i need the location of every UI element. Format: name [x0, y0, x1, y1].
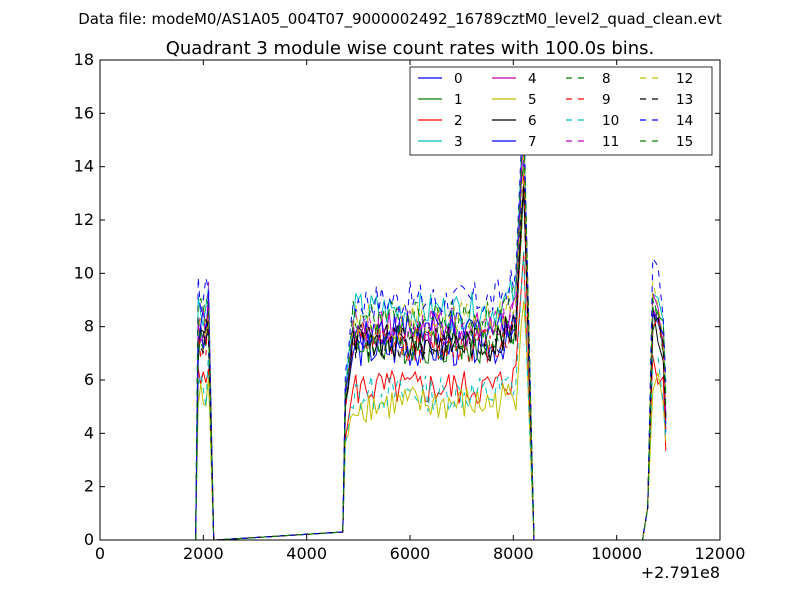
legend-label-9: 9: [602, 92, 611, 108]
series-line-12: [100, 152, 667, 540]
legend-label-11: 11: [602, 134, 619, 150]
legend-frame: [409, 66, 713, 156]
y-tick-label: 0: [84, 530, 94, 549]
y-tick-label: 6: [84, 370, 94, 389]
x-tick-label: 4000: [286, 544, 327, 563]
series-line-15: [100, 129, 667, 540]
y-tick-label: 2: [84, 477, 94, 496]
x-tick-label: 6000: [390, 544, 431, 563]
legend-label-2: 2: [454, 113, 463, 129]
series-line-3: [100, 110, 667, 540]
axis-ticks: 0 2000 4000 6000 8000 10000 120000246810121416…: [74, 50, 746, 563]
series-line-1: [100, 183, 667, 540]
y-tick-label: 14: [74, 157, 94, 176]
legend-label-0: 0: [454, 71, 463, 87]
legend-label-3: 3: [454, 134, 463, 150]
x-tick-label: 12000: [695, 544, 746, 563]
x-tick-label: 0: [95, 544, 105, 563]
legend-label-6: 6: [528, 113, 537, 129]
legend-label-13: 13: [676, 92, 693, 108]
legend-label-15: 15: [676, 134, 693, 150]
x-offset-label: +2.791e8: [641, 563, 720, 582]
series-line-0: [100, 194, 667, 540]
series-line-13: [100, 184, 667, 540]
legend-label-12: 12: [676, 71, 693, 87]
legend-label-7: 7: [528, 134, 537, 150]
series-line-4: [100, 136, 667, 540]
legend-label-10: 10: [602, 113, 619, 129]
y-tick-label: 4: [84, 423, 94, 442]
x-tick-label: 2000: [183, 544, 224, 563]
legend-label-1: 1: [454, 92, 463, 108]
legend-label-14: 14: [676, 113, 693, 129]
y-tick-label: 8: [84, 317, 94, 336]
series-line-10: [100, 251, 667, 540]
legend-label-5: 5: [528, 92, 537, 108]
y-tick-label: 18: [74, 50, 94, 69]
figure-suptitle: Data file: modeM0/AS1A05_004T07_90000024…: [78, 10, 722, 29]
legend-label-4: 4: [528, 71, 537, 87]
y-tick-label: 16: [74, 103, 94, 122]
series-line-7: [100, 158, 667, 540]
x-tick-label: 10000: [591, 544, 642, 563]
chart-title: Quadrant 3 module wise count rates with …: [166, 38, 655, 59]
series-lines: [100, 103, 667, 540]
series-line-8: [100, 165, 667, 540]
plot-frame: [99, 59, 721, 541]
y-tick-label: 10: [74, 263, 94, 282]
series-line-6: [100, 187, 667, 540]
series-line-5: [100, 301, 667, 540]
legend-label-8: 8: [602, 71, 611, 87]
x-tick-label: 8000: [493, 544, 534, 563]
series-line-9: [100, 173, 667, 540]
y-tick-label: 12: [74, 210, 94, 229]
